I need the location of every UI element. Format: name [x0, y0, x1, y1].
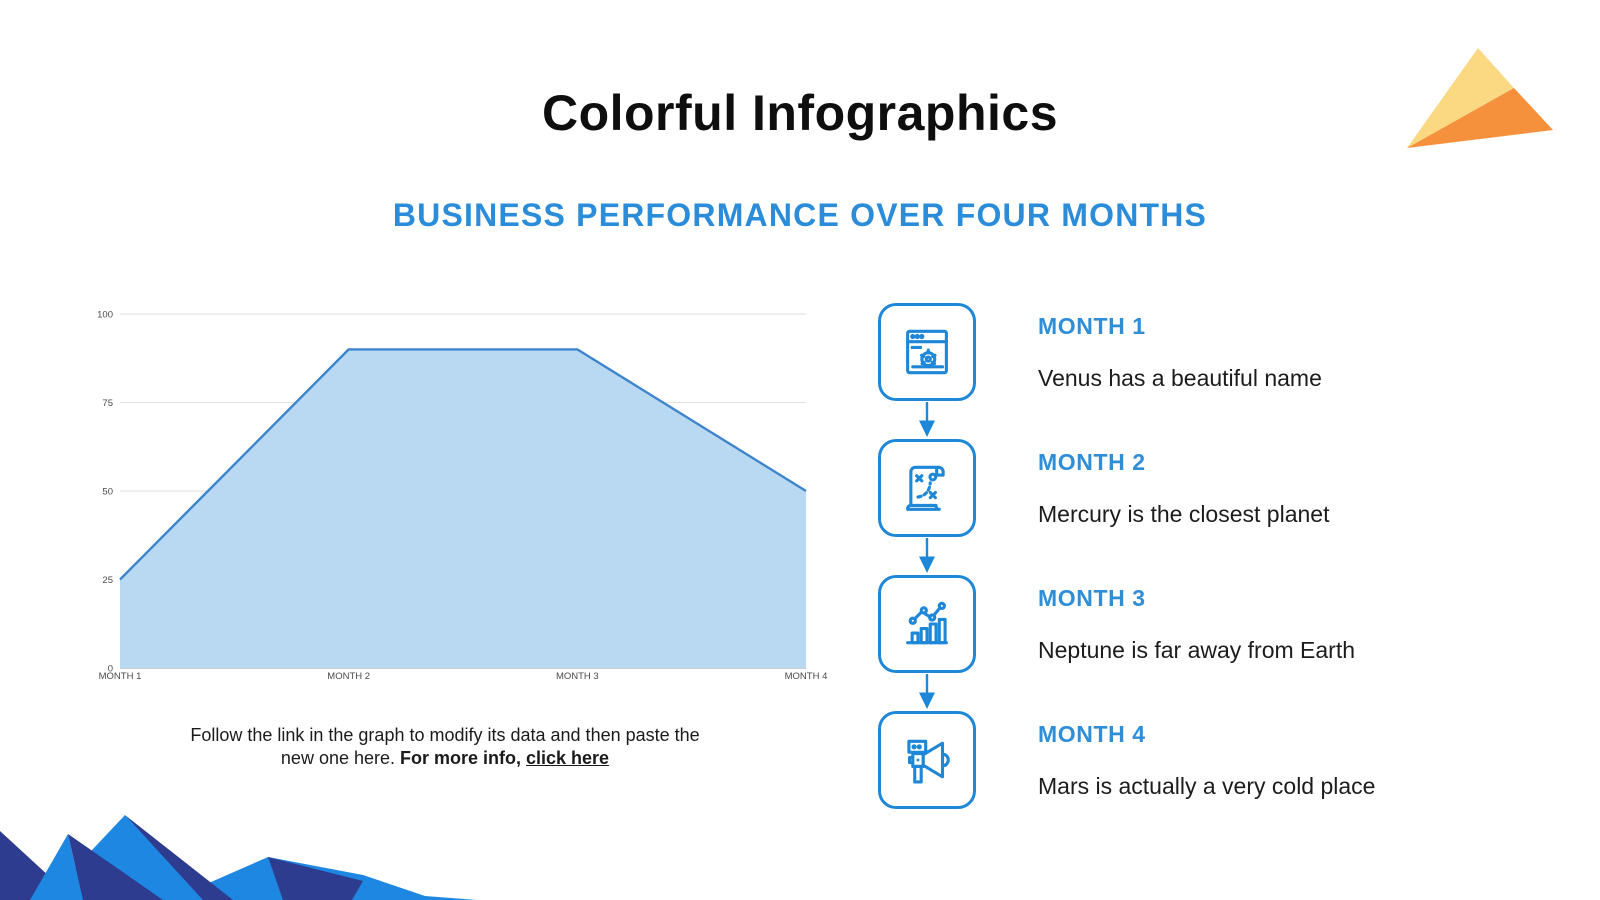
kite-decoration	[1407, 48, 1553, 148]
timeline-item-month-4: MONTH 4 Mars is actually a very cold pla…	[878, 711, 1518, 809]
svg-text:MONTH 3: MONTH 3	[556, 671, 599, 682]
month-4-heading: MONTH 4	[1038, 721, 1146, 747]
note-line1: Follow the link in the graph to modify i…	[190, 725, 700, 745]
area-chart-svg: 0 25 50 75 100 MONTH 1 MONTH 2 MONTH 3 MONTH 4	[97, 310, 828, 683]
note-line2-bold: For more info,	[400, 748, 527, 768]
timeline-item-month-2: MONTH 2 Mercury is the closest planet	[878, 439, 1518, 537]
svg-text:0: 0	[108, 664, 113, 675]
kite-yellow-triangle	[1407, 48, 1514, 148]
svg-text:MONTH 4: MONTH 4	[785, 671, 828, 682]
icon-box-month-4	[878, 711, 976, 809]
month-1-heading: MONTH 1	[1038, 313, 1146, 339]
svg-text:25: 25	[102, 575, 113, 586]
performance-area-chart[interactable]: 0 25 50 75 100 MONTH 1 MONTH 2 MONTH 3 MONTH 4	[95, 300, 835, 690]
timeline-item-month-3: MONTH 3 Neptune is far away from Earth	[878, 575, 1518, 673]
svg-text:100: 100	[97, 310, 113, 321]
page-title: Colorful Infographics	[541, 85, 1059, 141]
note-line2-prefix: new one here.	[280, 748, 401, 768]
icon-box-month-2	[878, 439, 976, 537]
svg-text:75: 75	[102, 398, 113, 409]
arrow-down-icon	[919, 674, 935, 709]
svg-text:50: 50	[102, 487, 113, 498]
icon-box-month-3	[878, 575, 976, 673]
month-1-description: Venus has a beautiful name	[1038, 365, 1322, 391]
month-3-description: Neptune is far away from Earth	[1038, 637, 1356, 663]
kite-orange-triangle	[1407, 88, 1553, 148]
icon-box-month-1	[878, 303, 976, 401]
click-here-link[interactable]: click here	[526, 748, 610, 768]
month-4-description: Mars is actually a very cold place	[1038, 773, 1376, 799]
month-2-heading: MONTH 2	[1038, 449, 1146, 475]
timeline-item-month-1: MONTH 1 Venus has a beautiful name	[878, 303, 1518, 401]
analytics-chart-icon	[906, 601, 948, 645]
megaphone-icon	[907, 739, 950, 784]
chart-helper-note: Follow the link in the graph to modify i…	[100, 724, 790, 770]
strategy-scroll-icon	[906, 465, 945, 511]
arrow-down-icon	[919, 402, 935, 437]
svg-text:MONTH 1: MONTH 1	[99, 671, 142, 682]
arrow-down-icon	[919, 538, 935, 573]
svg-text:MONTH 2: MONTH 2	[327, 671, 370, 682]
browser-gear-icon	[906, 329, 948, 375]
mountains-decoration	[0, 815, 477, 900]
month-3-heading: MONTH 3	[1038, 585, 1146, 611]
month-2-description: Mercury is the closest planet	[1038, 501, 1330, 527]
slide-subtitle: BUSINESS PERFORMANCE OVER FOUR MONTHS	[392, 197, 1208, 233]
